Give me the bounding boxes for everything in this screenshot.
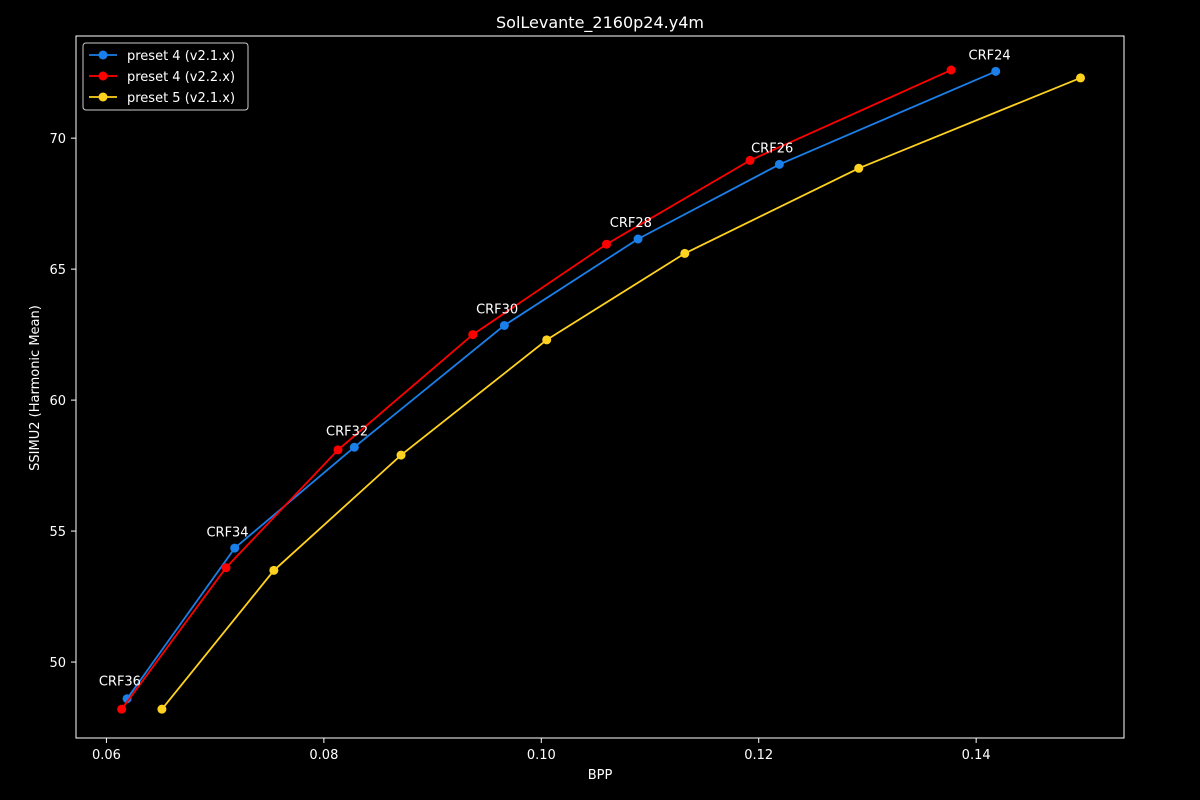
legend-swatch-marker [98,92,108,102]
data-point [680,248,690,258]
legend-entry-label: preset 4 (v2.1.x) [127,49,235,64]
data-point [602,239,612,249]
x-tick-label: 0.08 [309,748,338,763]
data-point [117,704,127,714]
legend-box [82,42,249,111]
data-point [230,543,240,553]
x-tick-label: 0.06 [92,748,121,763]
crf-annotation: CRF34 [206,525,248,540]
legend: preset 4 (v2.1.x) preset 4 (v2.2.x) preset… [82,42,249,111]
crf-annotation: CRF36 [99,675,141,690]
plot-frame [75,35,1125,739]
x-tick-label: 0.10 [527,748,556,763]
crf-annotation: CRF24 [969,49,1011,64]
data-point [468,330,478,340]
data-point [269,565,279,575]
data-point [221,563,231,573]
data-point [157,704,167,714]
y-axis-label: SSIMU2 (Harmonic Mean) [28,305,43,471]
x-tick-label: 0.14 [962,748,991,763]
series-line [161,77,1081,710]
data-point [633,234,643,244]
legend-swatch-marker [98,71,108,81]
crf-annotation: CRF28 [610,216,652,231]
legend-swatch-marker [98,50,108,60]
series-1 [122,66,1001,704]
plot-area: 0.06 0.08 0.10 0.12 0.14 50 55 60 65 70 CRF36 CRF34… [49,35,1125,763]
data-point [745,155,755,165]
data-point [991,66,1001,76]
data-point [333,445,343,455]
data-point [122,694,132,704]
y-tick-label: 70 [49,132,66,147]
data-point [946,65,956,75]
data-point [854,163,864,173]
crf-annotation: CRF26 [751,142,793,157]
y-tick-label: 50 [49,656,66,671]
x-axis-label: BPP [588,768,613,783]
data-point [774,159,784,169]
data-point [1076,73,1086,83]
chart-title: SolLevante_2160p24.y4m [496,13,704,33]
x-tick-label: 0.12 [744,748,773,763]
legend-entry-label: preset 5 (v2.1.x) [127,91,235,106]
y-tick-label: 60 [49,394,66,409]
crf-annotation: CRF30 [476,303,518,318]
data-point [349,442,359,452]
series-2 [117,65,956,714]
y-tick-label: 55 [49,525,66,540]
legend-entry-label: preset 4 (v2.2.x) [127,70,235,85]
data-point [396,450,406,460]
crf-annotation: CRF32 [326,424,368,439]
data-point [499,320,509,330]
y-tick-label: 65 [49,263,66,278]
series-3 [157,73,1086,714]
series-line [120,69,952,710]
data-point [542,335,552,345]
